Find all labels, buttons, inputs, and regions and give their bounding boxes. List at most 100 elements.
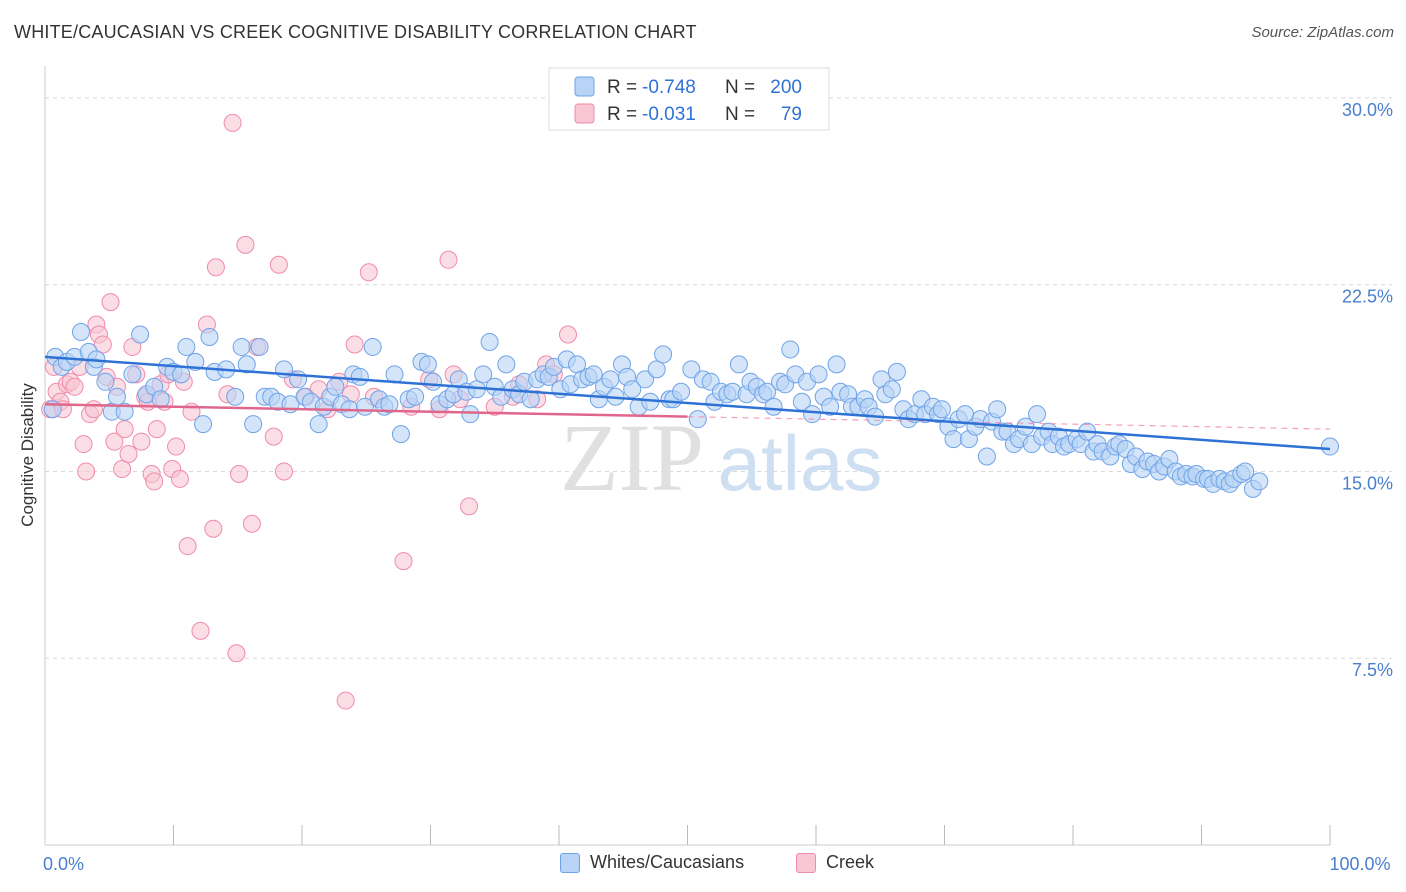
whites-point [326, 377, 345, 396]
creek-point [336, 691, 355, 710]
y-axis-label: Cognitive Disability [18, 383, 37, 527]
whites-point [944, 430, 963, 449]
watermark-zip: ZIP [560, 404, 704, 511]
creek-point [230, 464, 249, 483]
whites-point [809, 365, 828, 384]
y-tick-label: 15.0% [1342, 473, 1393, 493]
creek-point [145, 472, 164, 491]
whites-point [123, 365, 142, 384]
legend-swatch-pink [574, 103, 595, 124]
creek-point [223, 113, 242, 132]
creek-point [93, 335, 112, 354]
watermark-atlas: atlas [718, 419, 883, 507]
legend-item-whites: Whites/Caucasians [560, 852, 744, 873]
y-tick-label: 22.5% [1342, 287, 1393, 307]
whites-point [827, 355, 846, 374]
whites-point [781, 340, 800, 359]
legend-box [548, 67, 830, 131]
creek-point [264, 427, 283, 446]
whites-point [764, 397, 783, 416]
whites-point [172, 365, 191, 384]
legend-r-label: R = [607, 104, 637, 125]
whites-point [226, 387, 245, 406]
legend-n-label: N = [725, 104, 755, 125]
tick-labels: 7.5% 15.0% 22.5% 30.0% 0.0% 100.0% [43, 100, 1393, 874]
legend-label-creek: Creek [826, 852, 875, 872]
whites-point [385, 365, 404, 384]
whites-point [350, 367, 369, 386]
creek-point [275, 462, 294, 481]
creek-point [74, 435, 93, 454]
creek-point [147, 420, 166, 439]
whites-point [932, 400, 951, 419]
whites-point [803, 405, 822, 424]
whites-point [474, 365, 493, 384]
legend-n-value: 79 [781, 104, 802, 125]
whites-point [96, 372, 115, 391]
creek-point [345, 335, 364, 354]
creek-trend-dashed [687, 416, 1331, 430]
creek-point [170, 469, 189, 488]
y-tick-label: 7.5% [1352, 660, 1393, 680]
whites-point [977, 447, 996, 466]
creek-point [558, 325, 577, 344]
creek-point [84, 400, 103, 419]
legend-series: Whites/Caucasians Creek [0, 852, 1406, 878]
legend-swatch-whites [560, 852, 580, 873]
creek-point [77, 462, 96, 481]
legend-item-creek: Creek [796, 852, 874, 873]
whites-point [380, 395, 399, 414]
whites-point [309, 415, 328, 434]
whites-point [424, 372, 443, 391]
whites-point [1321, 437, 1339, 456]
whites-point [151, 390, 170, 409]
whites-point [688, 410, 707, 429]
creek-point [242, 514, 261, 533]
whites-point [250, 337, 269, 356]
y-tick-label: 30.0% [1342, 100, 1393, 120]
whites-point [194, 415, 213, 434]
creek-point [394, 552, 413, 571]
whites-point [71, 323, 90, 342]
creek-point [227, 644, 246, 663]
creek-trend-line [44, 402, 688, 418]
whites-point [821, 397, 840, 416]
x-tick-label: 100.0% [1329, 854, 1390, 874]
whites-point [200, 327, 219, 346]
legend-stats: R = -0.748 N = 200 R = -0.031 N = 79 [548, 67, 830, 131]
whites-point [391, 425, 410, 444]
whites-point [232, 337, 251, 356]
whites-point [107, 387, 126, 406]
creek-point [167, 437, 186, 456]
creek-point [65, 377, 84, 396]
axes [44, 66, 1331, 846]
whites-point [682, 360, 701, 379]
source-label: Source: ZipAtlas.com [1251, 24, 1394, 41]
whites-point [289, 370, 308, 389]
creek-point [460, 497, 479, 516]
creek-point [269, 255, 288, 274]
chart-title: WHITE/CAUCASIAN VS CREEK COGNITIVE DISAB… [14, 22, 697, 42]
whites-point [406, 387, 425, 406]
creek-point [101, 293, 120, 312]
whites-point [988, 400, 1007, 419]
whites-point [887, 362, 906, 381]
legend-label-whites: Whites/Caucasians [590, 852, 745, 872]
whites-point [177, 337, 196, 356]
creek-point [204, 519, 223, 538]
trend-lines [44, 355, 1331, 451]
creek-point [113, 459, 132, 478]
legend-swatch-blue [574, 76, 595, 97]
creek-point [178, 537, 197, 556]
whites-point [601, 370, 620, 389]
creek-point [115, 420, 134, 439]
creek-point [236, 235, 255, 254]
whites-point [237, 355, 256, 374]
legend-n-value: 200 [770, 77, 802, 98]
x-tick-label: 0.0% [43, 854, 84, 874]
whites-trend-line [44, 355, 1331, 451]
whites-point [480, 332, 499, 351]
whites-point [882, 380, 901, 399]
creek-point [119, 445, 138, 464]
